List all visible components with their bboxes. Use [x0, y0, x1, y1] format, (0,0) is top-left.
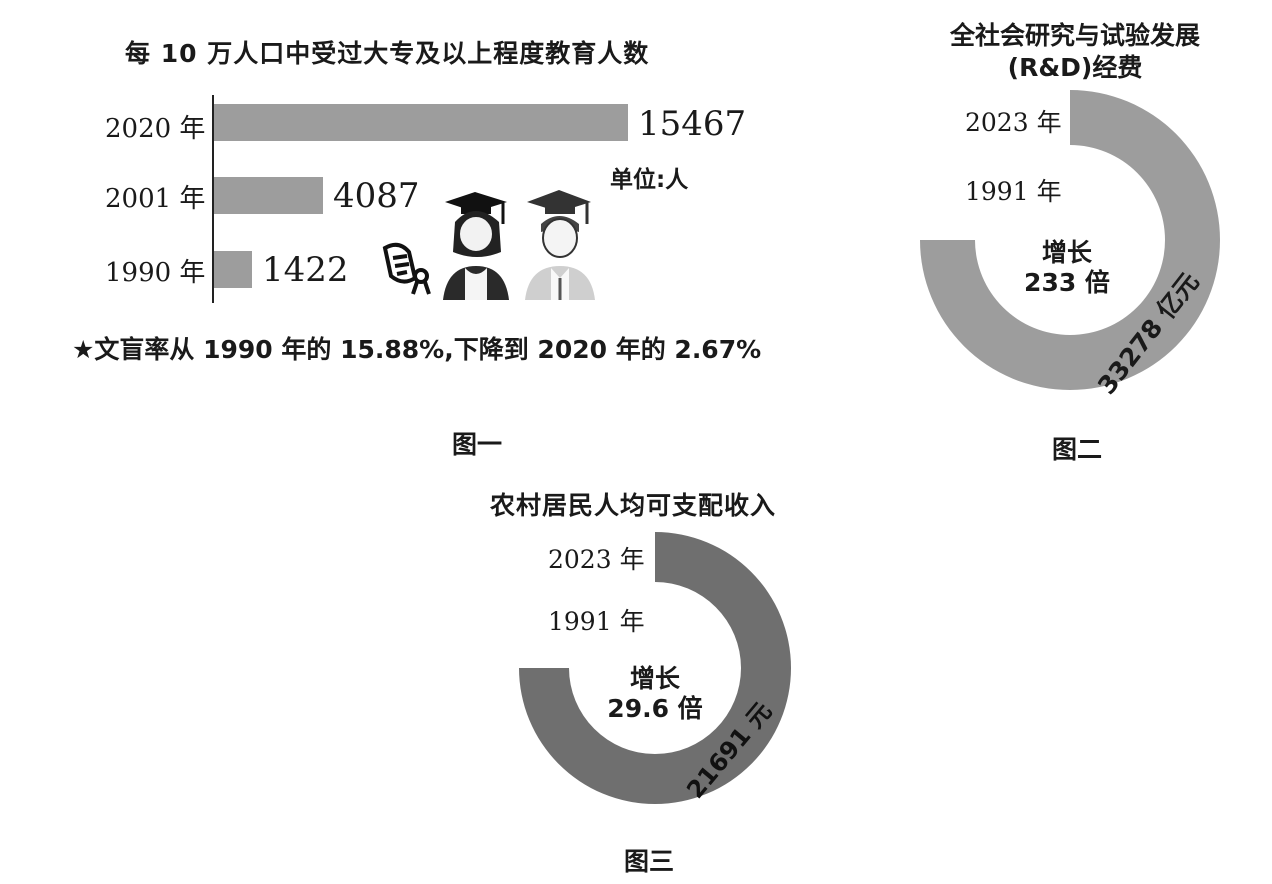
chart2-center-text: 增长 233 倍	[1012, 238, 1122, 298]
chart3-donut-arc	[519, 532, 791, 804]
chart1-category-1990: 1990 年	[105, 258, 206, 288]
chart1-bar-2020	[214, 104, 628, 141]
chart1-bar-1990	[214, 251, 252, 288]
chart2-title-line1: 全社会研究与试验发展	[949, 21, 1200, 50]
diploma-icon	[382, 242, 431, 295]
chart1-unit-label: 单位:人	[610, 167, 689, 193]
chart1-value-label-2020: 15467	[638, 104, 747, 144]
chart3-title: 农村居民人均可支配收入	[490, 491, 777, 520]
chart2-center-line1: 增长	[1041, 238, 1092, 267]
chart1-value-label-2001: 4087	[333, 176, 420, 216]
figure2-caption: 图二	[1052, 435, 1103, 464]
chart1-bar-2001	[214, 177, 323, 214]
chart3-label-1991: 1991 年	[548, 607, 645, 636]
chart3-label-2023: 2023 年	[548, 545, 645, 574]
graduates-illustration	[382, 190, 595, 300]
chart2-label-2023: 2023 年	[965, 108, 1062, 137]
chart2-title-line2: (R&D)经费	[1007, 53, 1143, 82]
chart2-donut: 33278 亿元	[920, 90, 1220, 400]
chart3-center-text: 增长 29.6 倍	[600, 664, 710, 724]
chart1-category-2020: 2020 年	[105, 114, 206, 144]
figure3-caption: 图三	[624, 847, 675, 876]
chart1-title: 每 10 万人口中受过大专及以上程度教育人数	[125, 39, 650, 68]
graduate-boy-icon	[525, 190, 595, 300]
chart3-center-line1: 增长	[629, 664, 680, 693]
chart1-value-label-1990: 1422	[262, 250, 349, 290]
chart2-donut-arc	[920, 90, 1220, 390]
chart1-axis-line	[212, 95, 214, 303]
chart3-center-line2: 29.6 倍	[607, 694, 703, 723]
chart1-note: ★文盲率从 1990 年的 15.88%,下降到 2020 年的 2.67%	[72, 335, 762, 364]
chart2-title: 全社会研究与试验发展 (R&D)经费	[920, 20, 1230, 84]
chart1-category-2001: 2001 年	[105, 184, 206, 214]
chart2-center-line2: 233 倍	[1024, 268, 1110, 297]
figure1-caption: 图一	[452, 430, 503, 459]
chart2-label-1991: 1991 年	[965, 177, 1062, 206]
graduate-girl-icon	[443, 192, 509, 300]
chart3-donut: 21691 元	[519, 532, 791, 804]
